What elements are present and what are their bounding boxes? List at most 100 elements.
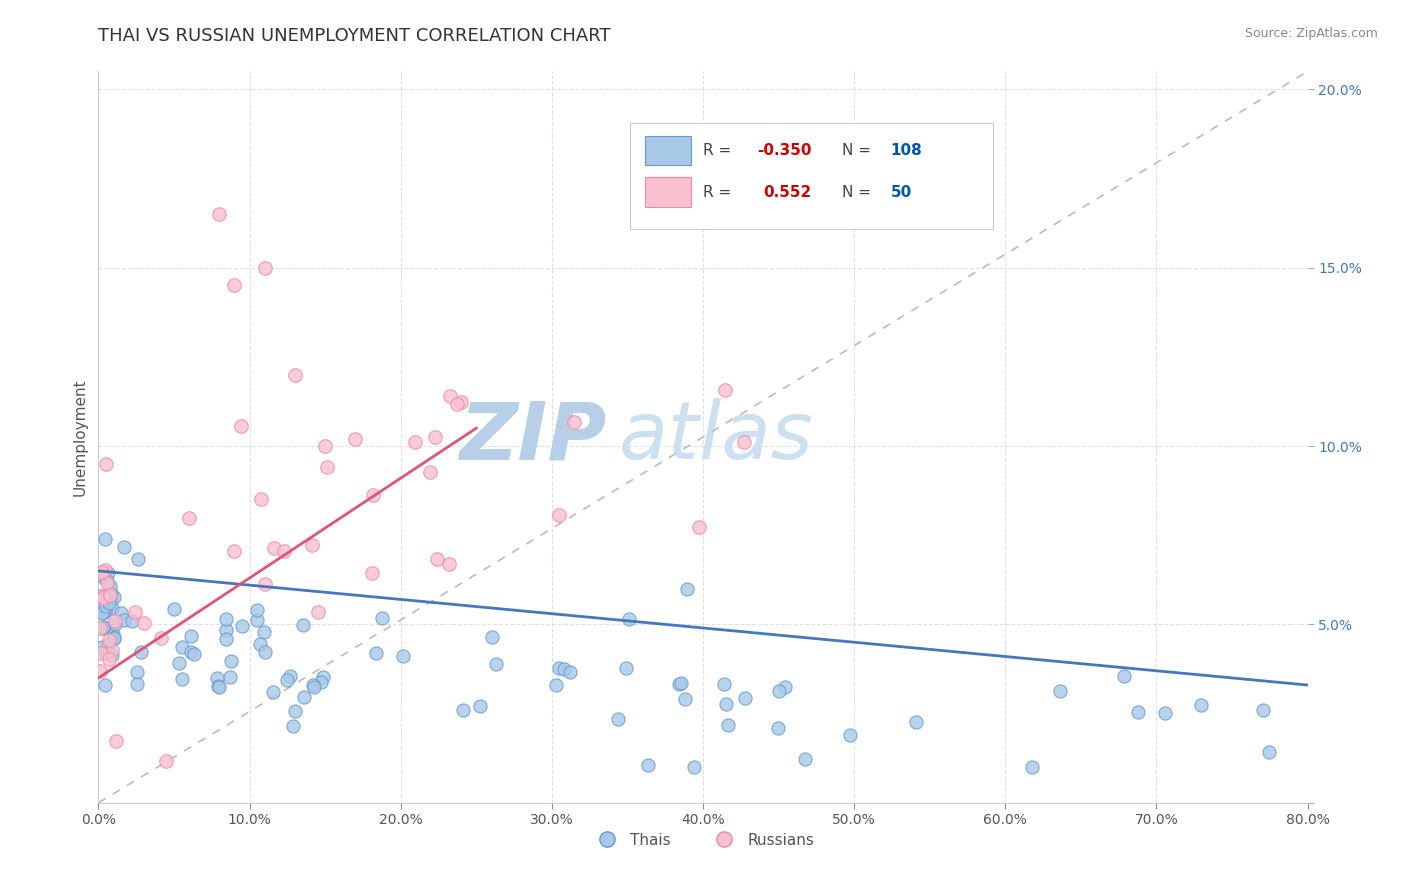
Point bbox=[103, 591, 125, 605]
Point bbox=[734, 691, 756, 706]
Point bbox=[246, 613, 269, 627]
Point bbox=[905, 714, 928, 729]
Point bbox=[683, 760, 706, 774]
Text: atlas: atlas bbox=[619, 398, 813, 476]
Point bbox=[1049, 683, 1071, 698]
Text: THAI VS RUSSIAN UNEMPLOYMENT CORRELATION CHART: THAI VS RUSSIAN UNEMPLOYMENT CORRELATION… bbox=[98, 27, 612, 45]
Point bbox=[246, 603, 269, 617]
Point bbox=[180, 629, 202, 643]
Point bbox=[93, 589, 115, 603]
Point bbox=[125, 677, 148, 691]
Point bbox=[839, 728, 862, 742]
Point bbox=[253, 260, 276, 275]
Point bbox=[439, 558, 461, 572]
Point bbox=[766, 721, 789, 735]
Point bbox=[361, 566, 384, 580]
Text: -0.350: -0.350 bbox=[758, 143, 811, 158]
Point bbox=[170, 672, 193, 686]
Point bbox=[1112, 668, 1135, 682]
Point bbox=[547, 661, 569, 675]
Point bbox=[768, 684, 790, 698]
Point bbox=[714, 383, 737, 397]
Point bbox=[219, 670, 242, 684]
Y-axis label: Unemployment: Unemployment bbox=[72, 378, 87, 496]
Point bbox=[101, 626, 124, 640]
Point bbox=[793, 752, 815, 766]
Point bbox=[90, 646, 112, 660]
Point bbox=[404, 435, 426, 450]
Point bbox=[311, 670, 333, 684]
Point bbox=[446, 397, 468, 411]
Point bbox=[96, 599, 118, 614]
Point bbox=[673, 692, 696, 706]
Point bbox=[284, 704, 307, 718]
Point bbox=[733, 435, 755, 450]
Text: N =: N = bbox=[842, 143, 876, 158]
Point bbox=[91, 570, 114, 584]
Point bbox=[450, 394, 472, 409]
Point bbox=[125, 665, 148, 679]
FancyBboxPatch shape bbox=[630, 122, 993, 228]
Point bbox=[89, 621, 111, 635]
Text: 108: 108 bbox=[890, 143, 922, 158]
Point bbox=[485, 657, 508, 671]
Point bbox=[419, 465, 441, 479]
Text: 0.552: 0.552 bbox=[763, 185, 811, 200]
Text: R =: R = bbox=[703, 185, 741, 200]
Text: R =: R = bbox=[703, 143, 737, 158]
Point bbox=[302, 680, 325, 694]
Point bbox=[361, 488, 384, 502]
Point bbox=[112, 613, 135, 627]
Point bbox=[150, 631, 173, 645]
Point bbox=[231, 618, 253, 632]
Point bbox=[90, 640, 112, 654]
Point bbox=[311, 674, 333, 689]
Point bbox=[292, 618, 315, 632]
Point bbox=[215, 623, 238, 637]
Point bbox=[97, 621, 120, 635]
Point bbox=[94, 532, 117, 546]
Point bbox=[292, 690, 315, 704]
Point bbox=[229, 418, 252, 433]
Point bbox=[205, 671, 228, 685]
Point bbox=[714, 697, 737, 711]
Point bbox=[97, 651, 120, 665]
Point bbox=[1021, 760, 1043, 774]
Point bbox=[180, 645, 202, 659]
Point bbox=[316, 459, 339, 474]
Point bbox=[96, 574, 118, 588]
Point bbox=[104, 614, 127, 628]
Point bbox=[90, 565, 112, 579]
Text: Source: ZipAtlas.com: Source: ZipAtlas.com bbox=[1244, 27, 1378, 40]
Point bbox=[215, 612, 238, 626]
Point bbox=[94, 604, 117, 618]
Point bbox=[254, 645, 277, 659]
Point bbox=[278, 669, 301, 683]
Point bbox=[263, 541, 285, 555]
Point bbox=[668, 676, 690, 690]
Point bbox=[208, 681, 231, 695]
Point bbox=[675, 582, 697, 596]
Point bbox=[94, 678, 117, 692]
Point bbox=[224, 278, 246, 293]
Point bbox=[179, 511, 201, 525]
Point bbox=[607, 713, 630, 727]
Point bbox=[89, 566, 111, 580]
Point bbox=[426, 552, 449, 566]
Point bbox=[132, 615, 155, 630]
Point bbox=[548, 508, 571, 523]
Point bbox=[89, 589, 111, 603]
Point bbox=[713, 677, 735, 691]
Point bbox=[104, 617, 127, 632]
Point bbox=[167, 657, 190, 671]
Point bbox=[314, 439, 336, 453]
Point bbox=[423, 429, 446, 443]
Point bbox=[617, 612, 640, 626]
Point bbox=[208, 207, 231, 221]
Point bbox=[1154, 706, 1177, 721]
Point bbox=[250, 491, 273, 506]
Point bbox=[90, 607, 112, 621]
Point bbox=[112, 541, 135, 555]
Point bbox=[94, 457, 117, 471]
Point bbox=[284, 368, 307, 382]
